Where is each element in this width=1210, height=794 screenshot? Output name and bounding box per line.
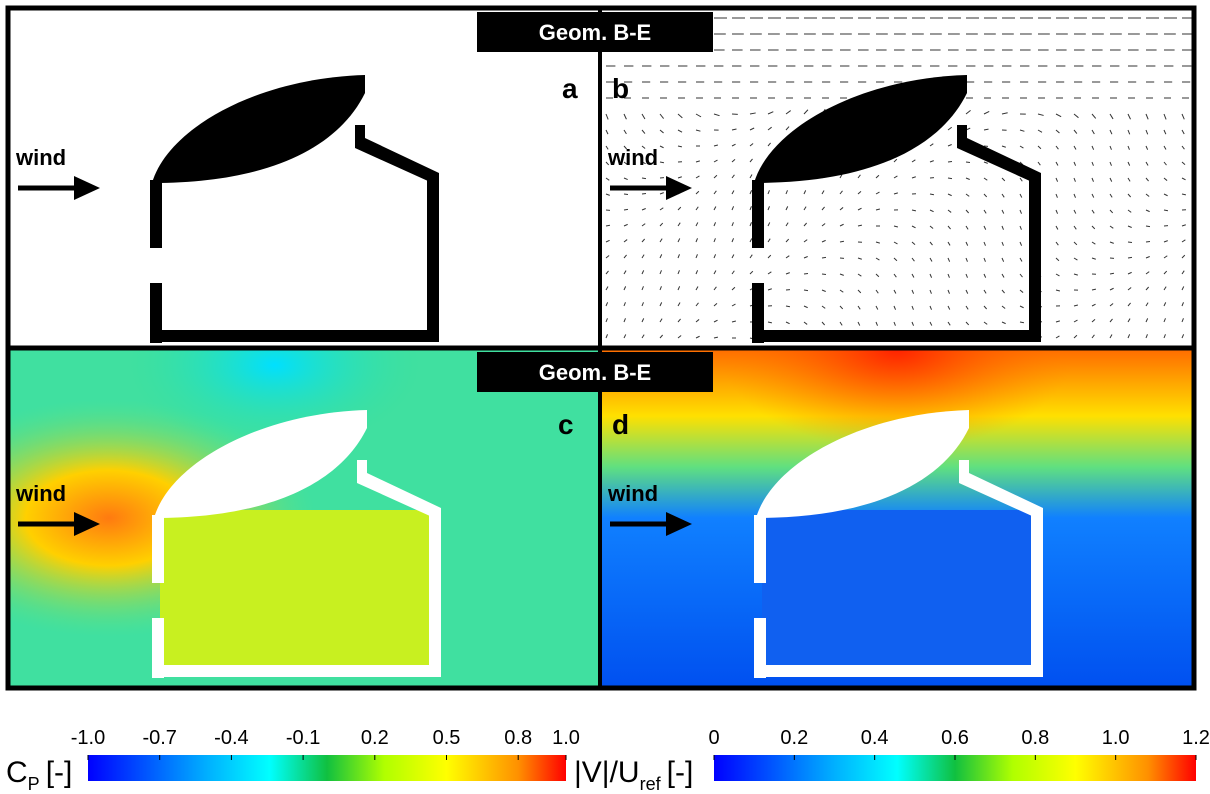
colorbar-title: CP [-] — [6, 756, 72, 794]
panel-b — [600, 8, 1194, 348]
subscript: ref — [640, 774, 662, 794]
panel-label: b — [612, 73, 629, 104]
tick-label: 0.6 — [941, 727, 969, 749]
wind-label: wind — [15, 145, 66, 170]
tick-label: 0.4 — [861, 727, 889, 749]
tick-label: -1.0 — [71, 727, 105, 749]
panel-title: Geom. B-E — [539, 360, 651, 385]
unit: [-] — [46, 756, 73, 789]
vector — [1128, 257, 1132, 258]
panel-label: d — [612, 409, 629, 440]
tick-label: 0 — [708, 727, 719, 749]
panel-title: Geom. B-E — [539, 20, 651, 45]
vector — [804, 290, 808, 291]
symbol: C — [6, 756, 28, 789]
tick-label: 0.8 — [1021, 727, 1049, 749]
tick-label: 1.0 — [552, 727, 580, 749]
tick-label: 0.5 — [433, 727, 461, 749]
vector — [624, 209, 628, 210]
vector — [822, 257, 826, 258]
panel-label: c — [558, 409, 574, 440]
tick-label: 0.2 — [780, 727, 808, 749]
subscript: P — [28, 774, 40, 794]
tick-label: 1.0 — [1102, 727, 1130, 749]
tick-label: -0.7 — [142, 727, 176, 749]
vector — [642, 178, 646, 179]
wind-label: wind — [607, 481, 658, 506]
wind-label: wind — [15, 481, 66, 506]
tick-label: -0.4 — [214, 727, 248, 749]
tick-label: 0.2 — [361, 727, 389, 749]
tick-label: 1.2 — [1182, 727, 1210, 749]
vector — [1146, 226, 1150, 227]
vector — [948, 178, 952, 179]
unit: [-] — [667, 756, 694, 789]
figure: wind wind wind wind a b c d Geom. B-E Ge… — [0, 0, 1210, 794]
wind-label: wind — [607, 145, 658, 170]
tick-label: -0.1 — [286, 727, 320, 749]
interior-velocity — [762, 510, 1034, 670]
panel-a — [8, 8, 600, 348]
tick-label: 0.8 — [504, 727, 532, 749]
panel-label: a — [562, 73, 578, 104]
colorbar-title: |V|/Uref[-] — [574, 756, 693, 794]
interior-pressure — [160, 510, 430, 670]
symbol: |V|/U — [574, 756, 640, 789]
